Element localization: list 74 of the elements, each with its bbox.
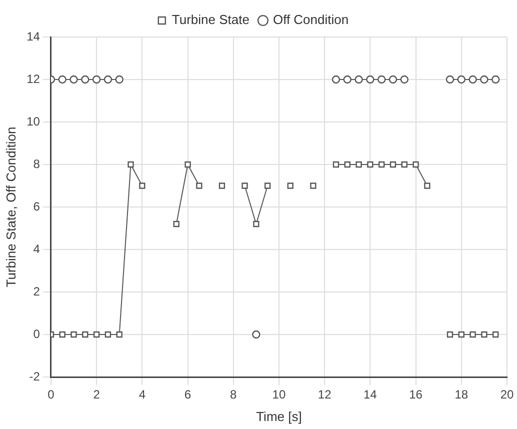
point (354, 75, 363, 84)
point (401, 161, 408, 168)
point (104, 75, 112, 84)
point (252, 330, 260, 339)
legend-label: Off Condition (272, 12, 349, 28)
point (377, 75, 386, 84)
y-tick-label: 6 (33, 199, 40, 214)
point (82, 331, 88, 338)
x-tick-label: 4 (138, 388, 146, 402)
x-axis-title: Time [s] (256, 408, 302, 424)
point (344, 161, 350, 168)
point (356, 161, 362, 168)
x-tick-label: 2 (93, 388, 100, 402)
point (128, 161, 134, 168)
point (400, 75, 408, 84)
legend-label: Turbine State (172, 12, 250, 28)
point (184, 161, 191, 168)
y-tick-label: 2 (33, 284, 40, 298)
point (93, 331, 100, 338)
point (446, 75, 454, 84)
point (92, 75, 101, 84)
point (81, 75, 90, 84)
point (264, 182, 271, 189)
point (367, 161, 374, 168)
point (492, 331, 499, 338)
point (104, 331, 112, 338)
x-tick-label: 0 (48, 388, 55, 402)
point (378, 161, 385, 168)
x-tick-label: 8 (230, 388, 238, 402)
point (481, 331, 488, 338)
point (116, 331, 122, 338)
point (366, 75, 374, 84)
point (492, 75, 500, 84)
x-tick-label: 10 (272, 388, 286, 402)
y-tick-label: 12 (26, 72, 40, 86)
point (58, 75, 66, 84)
point (458, 331, 464, 338)
y-tick-label: 8 (33, 156, 40, 171)
point (412, 161, 419, 168)
point (390, 161, 396, 168)
point (388, 75, 398, 84)
point (457, 75, 466, 84)
x-tick-label: 12 (318, 388, 332, 402)
point (253, 220, 260, 228)
point (59, 331, 66, 338)
point (343, 75, 352, 84)
point (218, 182, 226, 189)
point (115, 75, 124, 84)
y-tick-label: 0 (33, 326, 40, 341)
x-tick-label: 18 (454, 388, 468, 402)
point (173, 220, 180, 228)
point (332, 75, 340, 84)
y-tick-label: 10 (26, 114, 40, 128)
y-tick-label: 4 (33, 242, 40, 256)
point (470, 331, 476, 338)
point (480, 75, 488, 84)
y-tick-label: 14 (26, 29, 40, 44)
x-tick-label: 6 (184, 388, 192, 402)
x-tick-label: 14 (364, 388, 378, 402)
point (242, 182, 248, 189)
point (139, 182, 146, 189)
point (424, 182, 430, 189)
y-tick-label: -2 (29, 369, 40, 384)
x-tick-label: 20 (500, 388, 514, 402)
point (332, 161, 340, 168)
point (287, 182, 294, 189)
point (446, 331, 454, 338)
y-axis-title: Turbine State, Off Condition (3, 126, 18, 288)
point (468, 75, 477, 84)
point (70, 331, 77, 338)
x-tick-label: 16 (409, 388, 423, 402)
point (310, 182, 316, 189)
point (196, 182, 202, 189)
point (70, 75, 78, 84)
